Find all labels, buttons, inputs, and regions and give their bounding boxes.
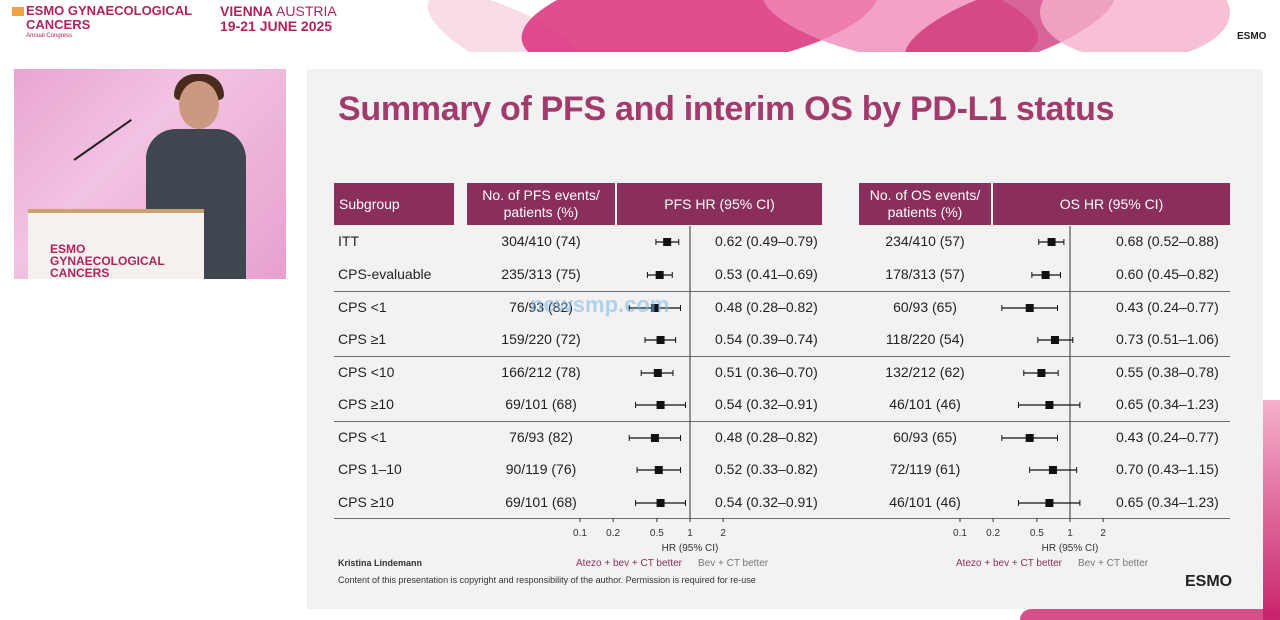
- conference-name-line1: ESMO GYNAECOLOGICAL: [26, 3, 193, 18]
- row-pfs-hr: 0.54 (0.32–0.91): [715, 396, 818, 412]
- row-pfs-events: 235/313 (75): [501, 266, 581, 282]
- header-os-hr: OS HR (95% CI): [993, 183, 1230, 225]
- row-subgroup: CPS <1: [338, 299, 387, 315]
- slide-title: Summary of PFS and interim OS by PD-L1 s…: [338, 90, 1115, 128]
- row-os-events: 118/220 (54): [885, 331, 965, 347]
- row-subgroup: CPS ≥1: [338, 331, 387, 347]
- row-os-hr: 0.43 (0.24–0.77): [1116, 299, 1219, 315]
- row-pfs-hr: 0.52 (0.33–0.82): [715, 461, 818, 477]
- venue-city: VIENNA: [220, 3, 273, 19]
- row-pfs-events: 166/212 (78): [501, 364, 581, 380]
- row-os-events: 46/101 (46): [889, 494, 961, 510]
- speaker-video: ESMO GYNAECOLOGICAL CANCERS: [14, 69, 286, 279]
- podium-line3: CANCERS: [50, 266, 110, 279]
- row-os-events: 60/93 (65): [893, 429, 957, 445]
- decorative-edge: [1020, 609, 1280, 620]
- header-pfs-events: No. of PFS events/patients (%): [467, 183, 615, 225]
- row-pfs-hr: 0.51 (0.36–0.70): [715, 364, 818, 380]
- row-os-hr: 0.55 (0.38–0.78): [1116, 364, 1219, 380]
- decorative-swoosh: [1040, 0, 1230, 52]
- venue-country: AUSTRIA: [276, 3, 337, 19]
- conference-header: ESMO GYNAECOLOGICAL CANCERS Annual Congr…: [0, 0, 1280, 52]
- row-os-events: 60/93 (65): [893, 299, 957, 315]
- conference-brand: ESMO GYNAECOLOGICAL CANCERS Annual Congr…: [12, 4, 192, 40]
- row-subgroup: CPS <10: [338, 364, 395, 380]
- conference-subtitle: Annual Congress: [26, 33, 73, 39]
- esmo-logo-top: ESMO: [1234, 30, 1270, 43]
- row-pfs-hr: 0.48 (0.28–0.82): [715, 429, 818, 445]
- row-pfs-events: 90/119 (76): [505, 461, 577, 477]
- header-os-events-line1: No. of OS events/: [869, 187, 981, 203]
- presentation-slide: [307, 69, 1263, 609]
- row-pfs-hr: 0.53 (0.41–0.69): [715, 266, 818, 282]
- header-pfs-events-line1: No. of PFS events/: [482, 187, 600, 203]
- podium-line1: ESMO: [50, 242, 86, 256]
- header-pfs-hr: PFS HR (95% CI): [617, 183, 822, 225]
- row-pfs-hr: 0.48 (0.28–0.82): [715, 299, 818, 315]
- podium-logo: ESMO GYNAECOLOGICAL CANCERS: [50, 243, 165, 279]
- microphone: [73, 119, 132, 161]
- row-pfs-events: 159/220 (72): [501, 331, 581, 347]
- row-pfs-hr: 0.62 (0.49–0.79): [715, 233, 818, 249]
- row-subgroup: CPS-evaluable: [338, 266, 432, 282]
- row-os-hr: 0.65 (0.34–1.23): [1116, 494, 1219, 510]
- header-os-events-line2: patients (%): [887, 204, 963, 220]
- row-subgroup: CPS ≥10: [338, 396, 394, 412]
- row-subgroup: CPS ≥10: [338, 494, 394, 510]
- brand-square-icon: [12, 7, 24, 16]
- row-os-events: 132/212 (62): [885, 364, 965, 380]
- row-os-hr: 0.65 (0.34–1.23): [1116, 396, 1219, 412]
- row-os-events: 178/313 (57): [885, 266, 965, 282]
- decorative-edge: [1263, 400, 1280, 620]
- row-pfs-events: 76/93 (82): [509, 299, 573, 315]
- table-bottom-rule: [334, 518, 1230, 519]
- conference-name-line2: CANCERS: [26, 17, 91, 32]
- row-subgroup: CPS 1–10: [338, 461, 402, 477]
- venue-dates: 19-21 JUNE 2025: [220, 18, 333, 34]
- speaker-head: [179, 81, 219, 129]
- podium: ESMO GYNAECOLOGICAL CANCERS: [28, 209, 204, 279]
- row-os-hr: 0.68 (0.52–0.88): [1116, 233, 1219, 249]
- row-pfs-hr: 0.54 (0.32–0.91): [715, 494, 818, 510]
- group-separator: [334, 356, 1230, 357]
- row-pfs-events: 304/410 (74): [501, 233, 581, 249]
- group-separator: [334, 421, 1230, 422]
- podium-line2: GYNAECOLOGICAL: [50, 254, 165, 268]
- esmo-logo-text: ESMO: [1185, 573, 1233, 590]
- presenter-name: Kristina Lindemann: [338, 558, 423, 568]
- header-pfs-events-line2: patients (%): [503, 204, 579, 220]
- watermark: newsmp.com: [530, 292, 670, 317]
- row-os-hr: 0.73 (0.51–1.06): [1116, 331, 1219, 347]
- row-pfs-events: 69/101 (68): [505, 396, 577, 412]
- row-pfs-events: 69/101 (68): [505, 494, 577, 510]
- group-separator: [334, 291, 1230, 292]
- row-pfs-hr: 0.54 (0.39–0.74): [715, 331, 818, 347]
- esmo-logo-bottom: ESMO: [1185, 573, 1232, 591]
- header-os-events: No. of OS events/patients (%): [859, 183, 991, 225]
- copyright-notice: Content of this presentation is copyrigh…: [338, 575, 756, 585]
- row-os-hr: 0.60 (0.45–0.82): [1116, 266, 1219, 282]
- row-os-events: 72/119 (61): [889, 461, 961, 477]
- row-os-hr: 0.70 (0.43–1.15): [1116, 461, 1219, 477]
- row-os-hr: 0.43 (0.24–0.77): [1116, 429, 1219, 445]
- venue-info: VIENNA AUSTRIA 19-21 JUNE 2025: [220, 4, 337, 34]
- row-os-events: 46/101 (46): [889, 396, 961, 412]
- row-os-events: 234/410 (57): [885, 233, 965, 249]
- row-subgroup: ITT: [338, 233, 359, 249]
- row-subgroup: CPS <1: [338, 429, 387, 445]
- header-subgroup: Subgroup: [334, 183, 454, 225]
- row-pfs-events: 76/93 (82): [509, 429, 573, 445]
